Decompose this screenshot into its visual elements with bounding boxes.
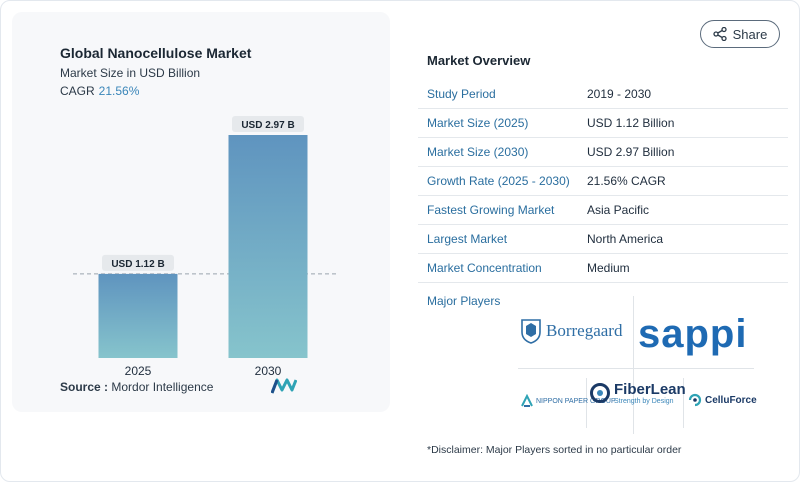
borregaard-name: Borregaard (546, 321, 623, 340)
overview-row-market-size-2025: Market Size (2025) USD 1.12 Billion (418, 109, 788, 138)
data-label-bg (102, 254, 174, 271)
logo-divider (683, 378, 684, 428)
borregaard-crest-icon (521, 319, 541, 344)
overview-label: Market Size (2030) (427, 145, 529, 159)
chart-card (12, 12, 390, 412)
fiberlean-text: FiberLean Strength by Design (614, 381, 686, 405)
source-value: Mordor Intelligence (111, 380, 214, 394)
overview-label: Largest Market (427, 232, 508, 246)
data-label-2025: USD 1.12 B (111, 259, 164, 270)
data-label-bg (232, 116, 304, 132)
overview-value: 2019 - 2030 (587, 87, 652, 101)
overview-label: Market Concentration (427, 261, 542, 275)
overview-row-study-period: Study Period 2019 - 2030 (418, 80, 788, 109)
celluforce-name: CelluForce (705, 394, 757, 406)
share-button[interactable]: Share (700, 20, 780, 48)
nippon-name: NIPPON PAPER GROUP (536, 397, 616, 405)
overview-value: USD 1.12 Billion (587, 116, 675, 130)
cagr-label: CAGR (60, 84, 95, 98)
overview-value: USD 2.97 Billion (587, 145, 675, 159)
cagr-value: 21.56% (98, 84, 140, 98)
chart-subtitle: Market Size in USD Billion (60, 66, 201, 80)
nippon-mark-icon (521, 394, 533, 407)
overview-table: Study Period 2019 - 2030 Market Size (20… (418, 80, 788, 283)
tick-label-2030: 2030 (255, 364, 282, 378)
disclaimer: *Disclaimer: Major Players sorted in no … (427, 444, 682, 456)
sappi-logo: sappi (638, 312, 747, 357)
overview-label: Growth Rate (2025 - 2030) (427, 174, 570, 188)
logo-divider (586, 378, 587, 428)
chart-title: Global Nanocellulose Market (60, 45, 252, 61)
overview-label: Market Size (2025) (427, 116, 529, 130)
overview-title: Market Overview (427, 53, 531, 68)
overview-label: Fastest Growing Market (427, 203, 555, 217)
chart-cagr: CAGR 21.56% (60, 84, 139, 98)
overview-row-growth-rate: Growth Rate (2025 - 2030) 21.56% CAGR (418, 167, 788, 196)
share-icon (712, 27, 727, 41)
overview-value: North America (587, 232, 664, 246)
overview-row-largest-market: Largest Market North America (418, 225, 788, 254)
source-line: Source : Mordor Intelligence (60, 380, 213, 394)
source-label: Source : (60, 380, 109, 394)
fiberlean-tagline: Strength by Design (614, 398, 674, 405)
overview-value: Asia Pacific (587, 203, 650, 217)
overview-row-fastest-growing: Fastest Growing Market Asia Pacific (418, 196, 788, 225)
overview-label: Study Period (427, 87, 496, 101)
overview-row-concentration: Market Concentration Medium (418, 254, 788, 283)
logo-divider (633, 296, 634, 434)
mordor-logo-icon (271, 378, 297, 394)
bar-2025 (98, 273, 178, 358)
fiberlean-logo: FiberLean Strength by Design (590, 381, 686, 405)
share-label: Share (732, 26, 768, 42)
fiberlean-name: FiberLean (614, 381, 686, 398)
major-players-title: Major Players (427, 294, 501, 308)
bar-chart: USD 1.12 B 2025 USD 2.97 B 2030 (73, 116, 338, 378)
celluforce-mark-icon (688, 393, 702, 407)
overview-value: 21.56% CAGR (587, 174, 666, 188)
bar-2030 (228, 135, 308, 358)
data-label-2030: USD 2.97 B (241, 120, 294, 131)
overview-value: Medium (587, 261, 630, 275)
celluforce-logo: CelluForce (688, 393, 757, 407)
tick-label-2025: 2025 (125, 364, 152, 378)
fiberlean-mark-icon (590, 383, 610, 403)
overview-row-market-size-2030: Market Size (2030) USD 2.97 Billion (418, 138, 788, 167)
sappi-name: sappi (638, 312, 748, 356)
borregaard-logo: Borregaard (520, 318, 622, 344)
logo-divider (518, 368, 754, 369)
nippon-paper-logo: NIPPON PAPER GROUP (520, 394, 616, 408)
